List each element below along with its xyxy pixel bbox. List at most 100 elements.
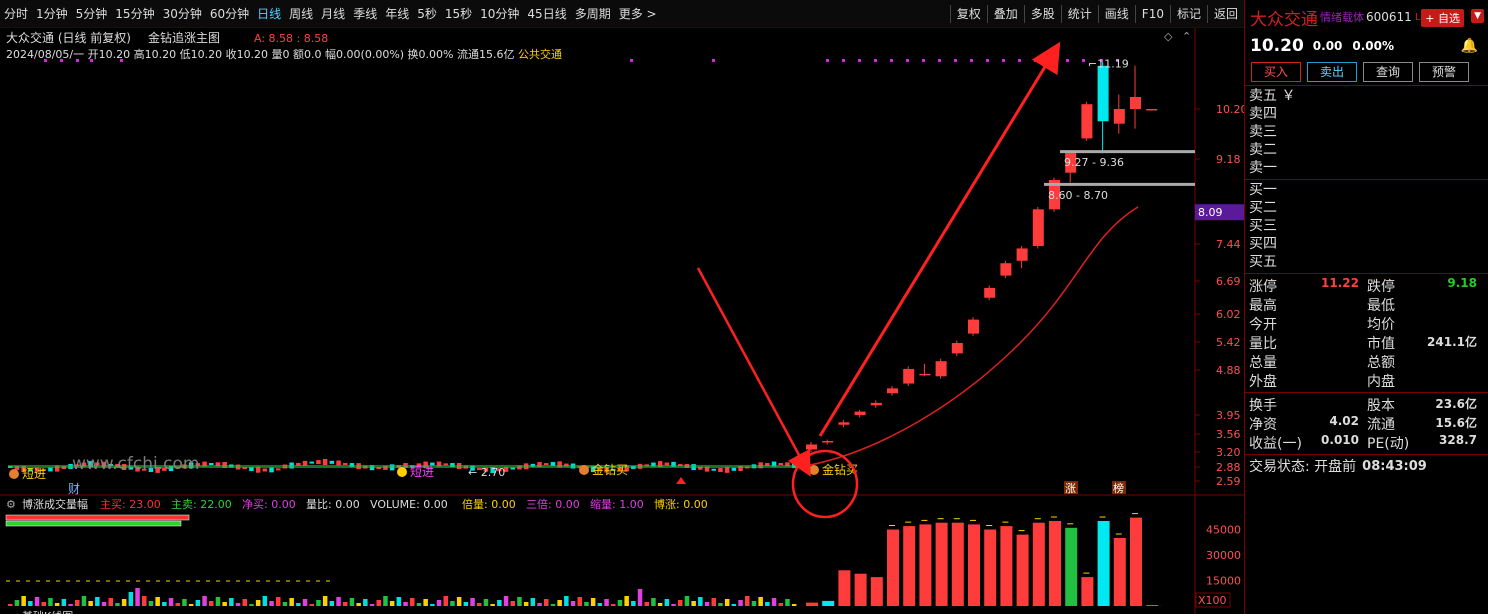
volume-bar — [637, 589, 643, 606]
signal-dot — [44, 59, 47, 62]
period-tab[interactable]: 15秒 — [444, 7, 473, 21]
stats-label: 净资 — [1249, 417, 1277, 433]
period-tab[interactable]: 60分钟 — [209, 7, 250, 21]
sector-tag[interactable]: 公共交通 — [518, 47, 562, 61]
candle — [95, 462, 100, 466]
signal-badge-label: 涨 — [1065, 482, 1076, 495]
period-tab[interactable]: 10分钟 — [480, 7, 520, 21]
volume-bar — [88, 601, 93, 606]
stock-tag[interactable]: 情绪载体 — [1320, 11, 1364, 24]
trade-status: 交易状态: 开盘前 08:43:09 — [1245, 455, 1488, 477]
volume-bar — [678, 600, 683, 606]
candle — [276, 468, 281, 471]
query-button[interactable]: 查询 — [1363, 61, 1413, 82]
toolbar-button[interactable]: 返回 — [1206, 5, 1244, 23]
bottom-tab-label[interactable]: 基础K线图 — [22, 609, 73, 614]
period-tab[interactable]: 15分钟 — [115, 7, 155, 21]
volume-bar — [791, 604, 797, 606]
volume-bar — [188, 604, 194, 606]
kline-chart-area[interactable]: 大众交通 (日线 前复权) 金钻追涨主图 A: 8.58 : 8.58 2024… — [0, 28, 1248, 614]
period-tab[interactable]: 更多 > — [618, 7, 657, 21]
period-tab[interactable]: 季线 — [353, 7, 378, 21]
stats-label: 总量 — [1249, 355, 1277, 371]
candle — [108, 463, 113, 466]
volume-bar — [249, 604, 254, 606]
sell-strength-bar — [5, 520, 182, 527]
toolbar-button[interactable]: F10 — [1134, 5, 1170, 23]
period-tab[interactable]: 5秒 — [417, 7, 437, 21]
alert-button[interactable]: 预警 — [1419, 61, 1469, 82]
candle — [202, 461, 207, 467]
volume-bar — [503, 596, 509, 606]
signal-icon — [397, 467, 407, 477]
diamond-icon[interactable]: ◇ — [1164, 30, 1173, 43]
volume-bar — [121, 599, 127, 606]
candle — [242, 467, 247, 470]
buy-button[interactable]: 买入 — [1251, 61, 1301, 82]
volume-bar — [276, 597, 281, 606]
volume-bar — [309, 604, 314, 606]
period-tab[interactable]: 分时 — [4, 7, 29, 21]
trade-status-time: 08:43:09 — [1362, 458, 1427, 474]
volume-bar — [135, 588, 140, 606]
candle — [322, 459, 328, 466]
volume-bar — [436, 600, 442, 606]
quote-header: 大众交通 情绪载体 600611 L F + 自选 ▼ — [1245, 0, 1488, 34]
period-tab[interactable]: 5分钟 — [75, 7, 108, 21]
volume-bar — [1113, 538, 1126, 606]
volume-bar — [316, 600, 321, 606]
toolbar-button[interactable]: 复权 — [949, 5, 987, 23]
candle — [262, 468, 268, 472]
volume-bar — [657, 603, 663, 606]
stats-cell: 总量 — [1245, 352, 1363, 371]
volume-bar — [870, 577, 883, 606]
candle-body — [1097, 65, 1109, 122]
period-tab[interactable]: 45日线 — [527, 7, 567, 21]
toolbar-button[interactable]: 画线 — [1097, 5, 1135, 23]
candle — [302, 460, 308, 466]
toolbar-button[interactable]: 叠加 — [986, 5, 1024, 23]
volume-bar — [577, 597, 582, 606]
sell-button[interactable]: 卖出 — [1307, 61, 1357, 82]
period-tab[interactable]: 多周期 — [574, 7, 611, 21]
last-price: 10.20 — [1250, 36, 1304, 56]
toolbar-button[interactable]: 标记 — [1169, 5, 1207, 23]
stats-row: 最高 最低 — [1245, 295, 1488, 314]
period-tab[interactable]: 30分钟 — [162, 7, 202, 21]
candle — [611, 468, 616, 471]
add-watchlist-button[interactable]: + 自选 — [1421, 9, 1464, 27]
volume-bar — [1130, 517, 1142, 606]
scroll-up-icon[interactable]: ⌃ — [1182, 30, 1191, 43]
period-tab[interactable]: 年线 — [385, 7, 410, 21]
price-tick-label: 3.56 — [1216, 428, 1241, 441]
period-tab[interactable]: 月线 — [321, 7, 346, 21]
volume-tick-label: 30000 — [1206, 549, 1241, 562]
candle — [483, 467, 489, 472]
volume-legend-item: 博涨: 0.00 — [654, 498, 708, 511]
toolbar-button[interactable]: 统计 — [1060, 5, 1098, 23]
volume-bar — [604, 599, 609, 606]
period-tab[interactable]: 周线 — [289, 7, 314, 21]
candle-body — [1065, 153, 1077, 173]
candle — [771, 461, 777, 467]
candle-body — [984, 287, 996, 298]
toolbar-button[interactable]: 多股 — [1023, 5, 1061, 23]
indicator-name[interactable]: 金钻追涨主图 — [148, 30, 220, 45]
bell-icon[interactable]: 🔔 — [1460, 38, 1478, 54]
chevron-down-icon[interactable]: ▼ — [1471, 9, 1484, 23]
volume-bar — [664, 599, 670, 606]
kline-chart[interactable]: 大众交通 (日线 前复权) 金钻追涨主图 A: 8.58 : 8.58 2024… — [0, 28, 1248, 614]
candle — [48, 467, 53, 472]
volume-bar — [356, 603, 361, 606]
period-tab[interactable]: 1分钟 — [36, 7, 68, 21]
period-tab[interactable]: 日线 — [257, 7, 282, 21]
volume-bar — [785, 599, 790, 606]
volume-legend-item: 三倍: 0.00 — [526, 497, 580, 511]
candle-body — [806, 444, 817, 450]
stats-label: 跌停 — [1367, 279, 1395, 295]
ask-book: 卖五 ￥ 卖四 卖三 卖二 卖一 — [1245, 86, 1488, 180]
volume-bar — [570, 601, 576, 606]
gear-icon[interactable]: ⚙ — [6, 498, 16, 511]
stats-value: 241.1亿 — [1427, 335, 1477, 349]
volume-bar — [369, 604, 375, 606]
